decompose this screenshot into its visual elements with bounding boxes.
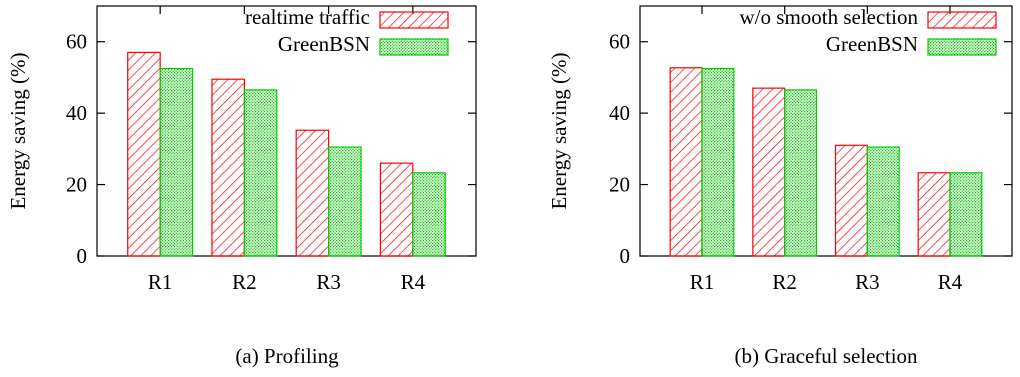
- x-tick-label: R4: [401, 270, 426, 294]
- bar-r4-series-0: [917, 172, 951, 257]
- chart-caption: (b) Graceful selection: [734, 344, 918, 368]
- x-tick-label: R1: [690, 270, 715, 294]
- legend-label-0: w/o smooth selection: [740, 5, 919, 29]
- bar-r1-series-1: [701, 67, 735, 257]
- bar-r2-series-0: [752, 87, 786, 257]
- bar-r3-series-0: [295, 129, 330, 257]
- x-tick-label: R3: [316, 270, 341, 294]
- y-axis-label: Energy saving (%): [6, 52, 30, 209]
- bar-r1-series-0: [127, 51, 161, 257]
- x-tick-label: R2: [232, 270, 257, 294]
- chart-profiling: 0 20 40 60 Energy saving (%) R1 R2 R3 R4 realtime…: [6, 5, 477, 368]
- bar-r3-series-1: [866, 146, 900, 257]
- y-tick-label: 40: [66, 101, 87, 125]
- bar-r4-series-1: [412, 172, 446, 257]
- bar-r1-series-1: [159, 67, 194, 257]
- legend-label-0: realtime traffic: [245, 5, 370, 29]
- x-tick-label: R2: [772, 270, 797, 294]
- bar-r2-series-1: [243, 89, 278, 257]
- bar-r2-series-0: [211, 78, 245, 257]
- plot-frame: [96, 5, 477, 257]
- y-tick-label: 60: [609, 30, 630, 54]
- plot-frame: [639, 5, 1013, 257]
- x-tick-label: R4: [938, 270, 963, 294]
- chart-graceful-selection: 0 20 40 60 Energy saving (%) R1 R2 R3 R4 w/o smoo…: [547, 5, 1013, 368]
- legend-swatch-1: [927, 38, 997, 56]
- bar-r3-series-1: [328, 146, 362, 257]
- bar-r4-series-0: [379, 162, 414, 257]
- legend-swatch-0: [379, 11, 449, 29]
- y-tick-label: 20: [66, 173, 87, 197]
- y-tick-label: 40: [609, 101, 630, 125]
- bar-r2-series-1: [784, 89, 818, 257]
- bar-r4-series-1: [949, 172, 983, 257]
- y-axis-label: Energy saving (%): [547, 52, 571, 209]
- legend-swatch-1: [379, 38, 449, 56]
- legend-swatch-0: [927, 11, 997, 29]
- x-tick-label: R1: [148, 270, 173, 294]
- legend-label-1: GreenBSN: [826, 32, 918, 56]
- y-tick-label: 0: [620, 244, 631, 268]
- bar-r3-series-0: [834, 144, 868, 257]
- y-tick-label: 60: [66, 30, 87, 54]
- y-tick-label: 20: [609, 173, 630, 197]
- x-tick-label: R3: [855, 270, 880, 294]
- y-tick-label: 0: [77, 244, 88, 268]
- chart-caption: (a) Profiling: [235, 344, 339, 368]
- bar-r1-series-0: [669, 67, 703, 257]
- legend-label-1: GreenBSN: [278, 32, 370, 56]
